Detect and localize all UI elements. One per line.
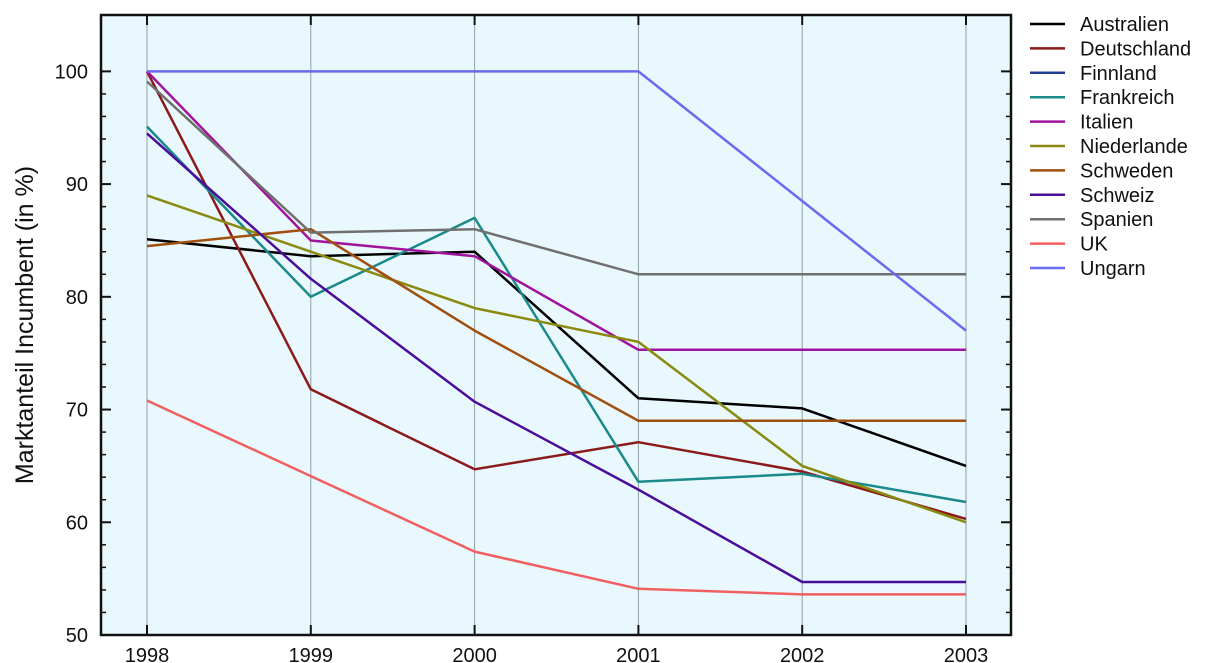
x-tick-labels: 1998 1999 2000 2001 2002 2003: [125, 645, 989, 663]
x-tick-label: 1999: [289, 645, 334, 663]
legend-label: Ungarn: [1080, 258, 1146, 280]
y-tick-label: 100: [55, 61, 88, 83]
series-line-spanien: [146, 80, 966, 276]
legend-label: Spanien: [1080, 209, 1153, 231]
series-line-uk: [146, 399, 966, 596]
x-tick-label: 2001: [616, 645, 661, 663]
series-lines: [145, 70, 967, 596]
plot-frame: [99, 13, 1013, 637]
y-axis-title: Marktanteil Incumbent (in %): [11, 166, 39, 484]
y-tick-label: 90: [66, 174, 88, 196]
series-line-niederlande: [146, 194, 967, 524]
legend-label: Finnland: [1080, 63, 1157, 85]
x-tick-label: 2000: [452, 645, 497, 663]
series-line-frankreich: [146, 125, 967, 504]
x-tick-label: 2002: [780, 645, 825, 663]
legend-label: Frankreich: [1080, 87, 1174, 109]
y-tick-label: 70: [66, 400, 88, 422]
legend-label: Schweiz: [1080, 185, 1154, 207]
legend-label: Italien: [1080, 112, 1133, 134]
legend-label: Australien: [1080, 14, 1169, 36]
legend-label: Deutschland: [1080, 38, 1191, 60]
y-tick-labels: 50 60 70 80 90 100: [55, 61, 88, 647]
x-tick-label: 1998: [125, 645, 170, 663]
axis-ticks: [101, 15, 1011, 636]
series-line-ungarn: [147, 70, 967, 332]
series-line-italien: [146, 70, 966, 352]
x-tick-label: 2003: [944, 645, 989, 663]
legend-label: Niederlande: [1080, 136, 1188, 158]
y-tick-label: 60: [66, 512, 88, 534]
y-tick-label: 50: [66, 625, 88, 647]
legend-label: UK: [1080, 234, 1108, 256]
gridlines: [146, 15, 967, 635]
series-line-schweden: [146, 227, 966, 423]
series-line-schweiz: [146, 132, 966, 584]
legend-label: Schweden: [1080, 160, 1173, 182]
y-tick-label: 80: [66, 287, 88, 309]
